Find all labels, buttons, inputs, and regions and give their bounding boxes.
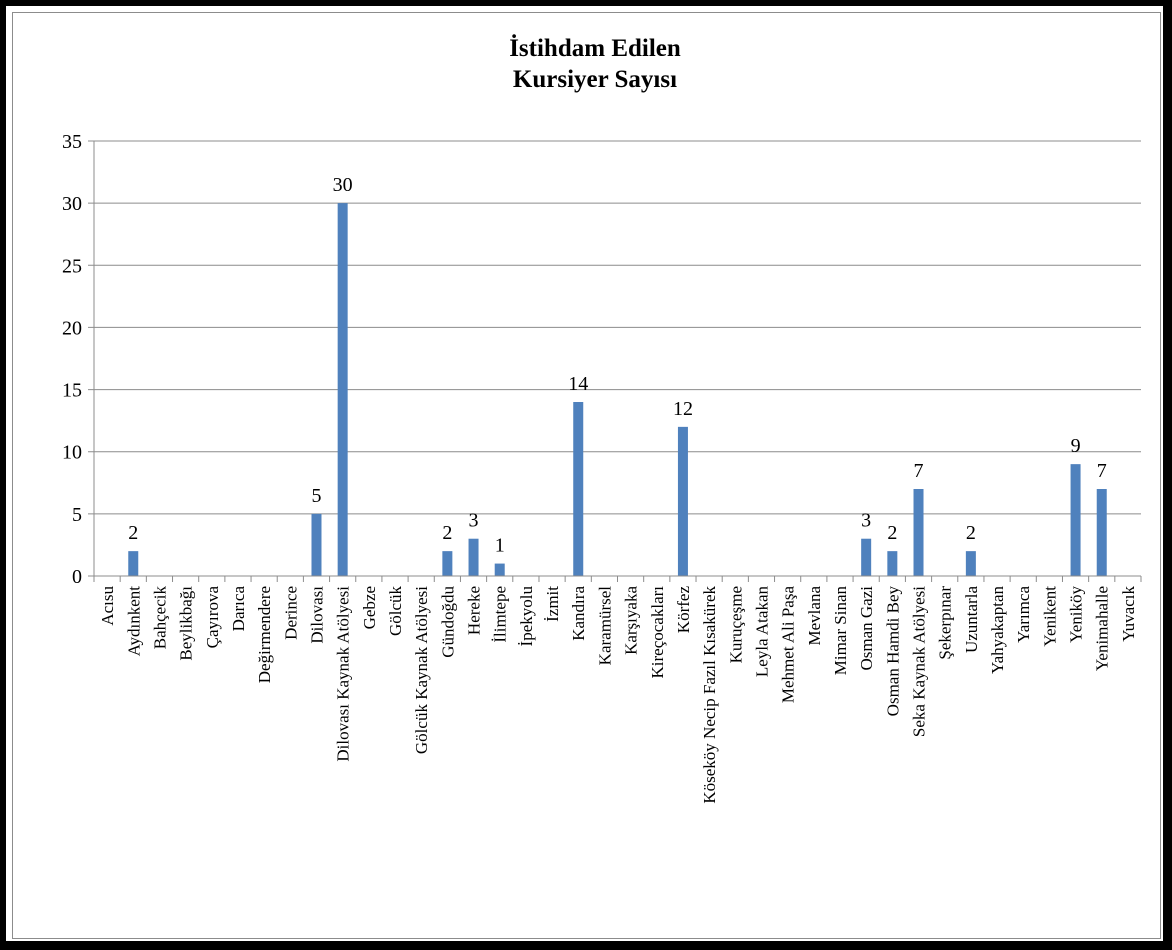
x-category-label: İpekyolu <box>517 586 536 647</box>
x-category-label: Leyla Atakan <box>752 586 771 678</box>
data-label: 3 <box>861 510 871 532</box>
x-category-label: Yenimahalle <box>1093 586 1112 671</box>
data-label: 30 <box>333 174 353 196</box>
x-category-label: Karşıyaka <box>622 586 641 655</box>
data-label: 2 <box>887 522 897 544</box>
y-tick-label: 15 <box>62 380 82 402</box>
x-category-label: Kandıra <box>569 586 588 641</box>
x-category-label: Çayırova <box>203 586 222 649</box>
x-category-label: Körfez <box>674 586 693 634</box>
bar-chart: İstihdam Edilen Kursiyer Sayısı 05101520… <box>62 34 1142 804</box>
x-category-label: Gölcük <box>386 586 405 637</box>
x-category-label: Mimar Sinan <box>831 586 850 676</box>
data-label: 12 <box>673 398 693 420</box>
x-category-label: Yahyakaptan <box>988 586 1007 674</box>
x-category-label: Uzuntarla <box>962 586 981 653</box>
data-label: 2 <box>442 522 452 544</box>
data-label: 9 <box>1071 435 1081 457</box>
data-label: 14 <box>568 373 588 395</box>
x-category-label: Beylikbağı <box>177 586 196 661</box>
bar <box>1096 489 1107 576</box>
bar <box>861 538 872 576</box>
x-category-label: Osman Gazi <box>857 586 876 671</box>
gridlines <box>88 140 1141 577</box>
data-label: 7 <box>914 460 924 482</box>
x-category-label: Derince <box>281 586 300 640</box>
x-category-label: Dilovası <box>307 586 326 644</box>
data-label: 3 <box>469 510 479 532</box>
x-category-label: Gebze <box>360 586 379 629</box>
bar <box>573 402 584 576</box>
chart-title: İstihdam Edilen Kursiyer Sayısı <box>509 34 681 93</box>
x-category-label: Değirmendere <box>255 586 274 683</box>
data-label: 2 <box>966 522 976 544</box>
x-category-label: İzmit <box>543 586 562 622</box>
y-tick-label: 0 <box>72 566 82 588</box>
x-category-label: İlimtepe <box>491 586 510 643</box>
x-axis <box>93 141 1142 582</box>
y-tick-label: 20 <box>62 317 82 339</box>
x-category-label: Aydınkent <box>124 586 143 656</box>
x-category-label: Kireçocakları <box>648 586 667 679</box>
x-category-label: Yarımca <box>1014 586 1033 643</box>
x-category-label: Mehmet Ali Paşa <box>779 586 798 704</box>
bar <box>677 426 688 576</box>
y-tick-label: 35 <box>62 131 82 153</box>
x-category-label: Yenikent <box>1040 586 1059 647</box>
x-category-label: Köseköy Necip Fazıl Kısakürek <box>700 586 719 804</box>
bar <box>468 538 479 576</box>
data-label: 7 <box>1097 460 1107 482</box>
x-category-label: Karamürsel <box>595 586 614 666</box>
x-category-label: Yeniköy <box>1067 586 1086 643</box>
y-tick-label: 5 <box>72 504 82 526</box>
bar <box>913 489 924 576</box>
chart-title-line-1: İstihdam Edilen <box>509 34 681 62</box>
bar <box>337 203 348 576</box>
bar <box>887 551 898 576</box>
data-label: 1 <box>495 535 505 557</box>
x-category-label: Osman Hamdi Bey <box>883 586 902 717</box>
y-tick-label: 10 <box>62 442 82 464</box>
x-category-label: Hereke <box>465 586 484 635</box>
x-axis-category-labels: Acısu Aydınkent Bahçecik Beylikbağı Çayırova… <box>98 586 1138 804</box>
chart-title-line-2: Kursiyer Sayısı <box>513 66 677 93</box>
data-label: 5 <box>311 485 321 507</box>
bar <box>442 551 453 576</box>
y-tick-label: 30 <box>62 193 82 215</box>
y-axis-tick-labels: 0 5 10 15 20 25 30 35 <box>62 131 82 588</box>
x-category-label: Seka Kaynak Atölyesi <box>910 586 929 737</box>
bar <box>311 513 322 576</box>
x-category-label: Bahçecik <box>150 586 169 650</box>
bar <box>965 551 976 576</box>
x-category-label: Dilovası Kaynak Atölyesi <box>334 586 353 762</box>
y-tick-label: 25 <box>62 255 82 277</box>
x-category-label: Kuruçeşme <box>726 586 745 663</box>
x-category-label: Şekerpınar <box>936 586 955 660</box>
x-category-label: Gölcük Kaynak Atölyesi <box>412 586 431 754</box>
x-category-label: Mevlana <box>805 586 824 646</box>
data-label: 2 <box>128 522 138 544</box>
x-category-label: Gündoğdu <box>438 586 457 658</box>
bar <box>1070 464 1081 576</box>
x-category-label: Yuvacık <box>1119 586 1138 642</box>
chart-area: İstihdam Edilen Kursiyer Sayısı 0 5 10 15 20… <box>12 12 1161 939</box>
x-category-label: Darıca <box>229 586 248 632</box>
bar <box>128 551 139 576</box>
bars <box>128 203 1107 576</box>
bar <box>494 563 505 576</box>
x-category-label: Acısu <box>98 586 117 626</box>
